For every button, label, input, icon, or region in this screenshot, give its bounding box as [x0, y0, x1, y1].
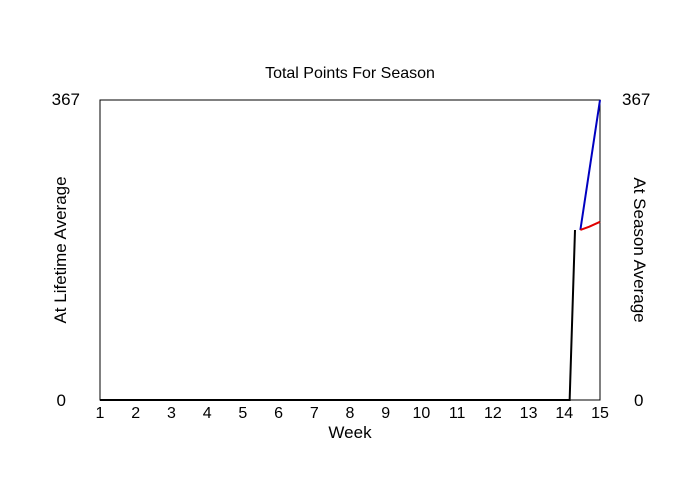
series-lines — [100, 99, 601, 401]
x-tick-label: 2 — [131, 405, 140, 422]
x-tick-label: 5 — [238, 405, 247, 422]
x-tick-label: 9 — [381, 405, 390, 422]
x-tick-label: 14 — [555, 405, 573, 422]
x-tick-label: 3 — [167, 405, 176, 422]
lifetime-series-line — [579, 99, 601, 231]
x-tick-labels: 1 2 3 4 5 6 7 8 9 10 11 12 13 14 15 — [96, 405, 609, 422]
x-tick-label: 6 — [274, 405, 283, 422]
actual-series-line — [100, 229, 576, 401]
y-right-tick-min: 0 — [634, 391, 643, 410]
y-left-tick-min: 0 — [57, 391, 66, 410]
x-tick-label: 15 — [591, 405, 609, 422]
x-tick-label: 7 — [310, 405, 319, 422]
y-axis-left-label: At Lifetime Average — [51, 176, 70, 323]
x-axis-label: Week — [328, 423, 372, 442]
y-left-tick-max: 367 — [52, 90, 80, 109]
y-right-tick-max: 367 — [622, 90, 650, 109]
x-tick-label: 12 — [484, 405, 502, 422]
chart-title: Total Points For Season — [265, 65, 435, 82]
x-tick-label: 8 — [346, 405, 355, 422]
x-tick-label: 10 — [413, 405, 431, 422]
x-tick-label: 11 — [449, 405, 466, 422]
season-series-line — [580, 220, 601, 231]
x-tick-label: 1 — [96, 405, 105, 422]
x-tick-label: 13 — [520, 405, 538, 422]
y-axis-right-label: At Season Average — [630, 177, 649, 322]
plot-frame — [99, 99, 601, 401]
x-tick-label: 4 — [203, 405, 212, 422]
